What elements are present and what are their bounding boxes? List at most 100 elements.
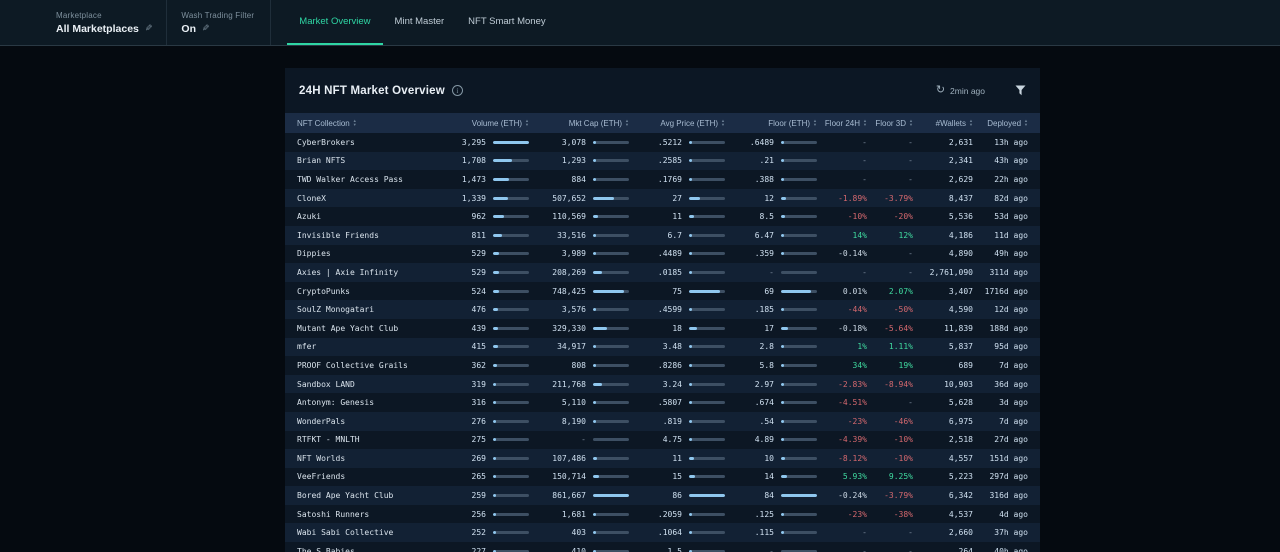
floor-value: 14 <box>764 472 774 482</box>
column-header-floor[interactable]: Floor (ETH) ▲ ▼ <box>725 119 817 128</box>
table-row[interactable]: Bored Ape Yacht Club 259 861,667 86 84 -0.24%… <box>285 486 1040 505</box>
wallets-count: 5,628 <box>948 398 973 408</box>
table-row[interactable]: WonderPals 276 8,190 .819 .54 -23% -46% 6,975 7d… <box>285 411 1040 431</box>
mktcap-cell: 3,989 <box>529 249 629 258</box>
marketplace-edit-icon[interactable]: ✎ <box>144 23 153 33</box>
floor-3d-change: -10% <box>893 435 913 445</box>
volume-value: 524 <box>471 286 486 296</box>
table-row[interactable]: Azuki 962 110,569 11 8.5 -10% -20% 5,536 53d ago <box>285 207 1040 226</box>
volume-cell: 316 <box>439 398 529 407</box>
table-row[interactable]: Axies | Axie Infinity 529 208,269 .0185 - - - 2… <box>285 263 1040 282</box>
floor-24h-change: -4.39% <box>838 435 867 445</box>
floor-bar <box>781 438 817 442</box>
avg-price-value: .2059 <box>657 509 682 519</box>
avg-price-cell: 75 <box>629 287 725 296</box>
table-row[interactable]: The S Babies 227 410 1.5 - - - 264 40h ago <box>285 542 1040 552</box>
table-row[interactable]: Mutant Ape Yacht Club 439 329,330 18 17 -0.18… <box>285 319 1040 338</box>
mktcap-cell: 107,486 <box>529 454 629 463</box>
volume-bar <box>493 215 529 219</box>
volume-value: 259 <box>471 491 486 501</box>
wash-filter-edit-icon[interactable]: ✎ <box>202 23 210 33</box>
filter-icon[interactable] <box>1015 85 1026 96</box>
mktcap-value: 3,576 <box>561 305 586 315</box>
table-row[interactable]: TWD Walker Access Pass 1,473 884 .1769 .388 -… <box>285 170 1040 189</box>
table-row[interactable]: CryptoPunks 524 748,425 75 69 0.01% 2.07% 3,407… <box>285 282 1040 301</box>
table-row[interactable]: RTFKT - MNLTH 275 - 4.75 4.89 -4.39% -10% 2,518… <box>285 431 1040 450</box>
column-header-dep[interactable]: Deployed ▲ ▼ <box>973 119 1028 128</box>
floor-24h-change: -23% <box>847 416 867 426</box>
avg-price-value: .0185 <box>657 267 682 277</box>
column-header-name[interactable]: NFT Collection ▲ ▼ <box>297 119 439 128</box>
tab-mint-master[interactable]: Mint Master <box>394 16 445 27</box>
table-row[interactable]: Sandbox LAND 319 211,768 3.24 2.97 -2.83% -8.9… <box>285 374 1040 394</box>
column-header-f24[interactable]: Floor 24H ▲ ▼ <box>817 119 867 128</box>
volume-cell: 1,473 <box>439 175 529 184</box>
mktcap-value: 107,486 <box>552 453 586 463</box>
column-header-f3d[interactable]: Floor 3D ▲ ▼ <box>867 119 913 128</box>
wallets-count: 689 <box>958 360 973 370</box>
collection-name: WonderPals <box>297 416 346 426</box>
volume-cell: 415 <box>439 342 529 351</box>
column-header-wal[interactable]: #Wallets ▲ ▼ <box>913 119 973 128</box>
volume-bar <box>493 289 529 293</box>
floor-cell: 8.5 <box>725 212 817 221</box>
avg-price-cell: 3.48 <box>629 342 725 351</box>
table-row[interactable]: mfer 415 34,917 3.48 2.8 1% 1.11% 5,837 95d ago <box>285 337 1040 357</box>
table-row[interactable]: CloneX 1,339 507,652 27 12 -1.89% -3.79% 8,437 8… <box>285 188 1040 208</box>
table-row[interactable]: Wabi Sabi Collective 252 403 .1064 .115 - - 2,6… <box>285 523 1040 543</box>
table-row[interactable]: Antonym: Genesis 316 5,110 .5807 .674 -4.51% -… <box>285 393 1040 412</box>
market-overview-panel: 24H NFT Market Overview i ↻ 2min ago NFT… <box>285 68 1040 552</box>
floor-value: 69 <box>764 286 774 296</box>
column-header-cap[interactable]: Mkt Cap (ETH) ▲ ▼ <box>529 119 629 128</box>
floor-bar <box>781 308 817 312</box>
floor-cell: 6.47 <box>725 231 817 240</box>
table-row[interactable]: Satoshi Runners 256 1,681 .2059 .125 -23% -38%… <box>285 505 1040 524</box>
volume-value: 269 <box>471 453 486 463</box>
refresh-icon[interactable]: ↻ <box>935 84 946 96</box>
tab-bar: Market Overview Mint Master NFT Smart Mo… <box>287 0 557 45</box>
volume-value: 319 <box>471 379 486 389</box>
table-row[interactable]: Brian NFTS 1,708 1,293 .2585 .21 - - 2,341 43h a… <box>285 151 1040 171</box>
table-row[interactable]: CyberBrokers 3,295 3,078 .5212 .6489 - - 2,631 1… <box>285 133 1040 152</box>
deployed-age: 49h ago <box>994 249 1028 259</box>
avg-price-bar <box>689 401 725 405</box>
floor-value: .21 <box>759 156 774 166</box>
table-row[interactable]: NFT Worlds 269 107,486 11 10 -8.12% -10% 4,557 1… <box>285 449 1040 468</box>
avg-price-value: 3.48 <box>662 342 682 352</box>
floor-value: 8.5 <box>759 212 774 222</box>
wallets-count: 5,223 <box>948 472 973 482</box>
floor-bar <box>781 475 817 479</box>
avg-price-bar <box>689 308 725 312</box>
column-header-vol[interactable]: Volume (ETH) ▲ ▼ <box>439 119 529 128</box>
table-row[interactable]: Invisible Friends 811 33,516 6.7 6.47 14% 12% 4… <box>285 225 1040 245</box>
volume-value: 316 <box>471 398 486 408</box>
column-label: Floor 24H <box>824 118 861 128</box>
tab-market-overview[interactable]: Market Overview <box>287 0 383 45</box>
wallets-count: 2,660 <box>948 528 973 538</box>
table-row[interactable]: SoulZ Monogatari 476 3,576 .4599 .185 -44% -50… <box>285 300 1040 319</box>
avg-price-bar <box>689 363 725 367</box>
mktcap-bar <box>593 140 629 144</box>
deployed-age: 151d ago <box>989 453 1028 463</box>
wallets-count: 4,537 <box>948 509 973 519</box>
floor-cell: .21 <box>725 156 817 165</box>
floor-cell: .54 <box>725 417 817 426</box>
deployed-age: 11d ago <box>994 230 1028 240</box>
floor-cell: 5.8 <box>725 361 817 370</box>
column-header-avg[interactable]: Avg Price (ETH) ▲ ▼ <box>629 119 725 128</box>
floor-cell: 69 <box>725 287 817 296</box>
collection-name: CloneX <box>297 193 326 203</box>
volume-bar <box>493 345 529 349</box>
wallets-count: 11,839 <box>944 323 973 333</box>
floor-24h-change: -4.51% <box>838 398 867 408</box>
info-icon[interactable]: i <box>451 85 463 96</box>
floor-3d-change: - <box>908 528 913 538</box>
tab-nft-smart-money[interactable]: NFT Smart Money <box>468 16 546 27</box>
avg-price-bar <box>689 233 725 237</box>
collection-name: VeeFriends <box>297 472 346 482</box>
table-row[interactable]: VeeFriends 265 150,714 15 14 5.93% 9.25% 5,223 2… <box>285 468 1040 487</box>
table-row[interactable]: PROOF Collective Grails 362 808 .8286 5.8 34%… <box>285 356 1040 375</box>
table-row[interactable]: Dippies 529 3,989 .4489 .359 -0.14% - 4,890 49h … <box>285 245 1040 264</box>
volume-cell: 269 <box>439 454 529 463</box>
wash-filter-label: Wash Trading Filter <box>181 10 255 20</box>
